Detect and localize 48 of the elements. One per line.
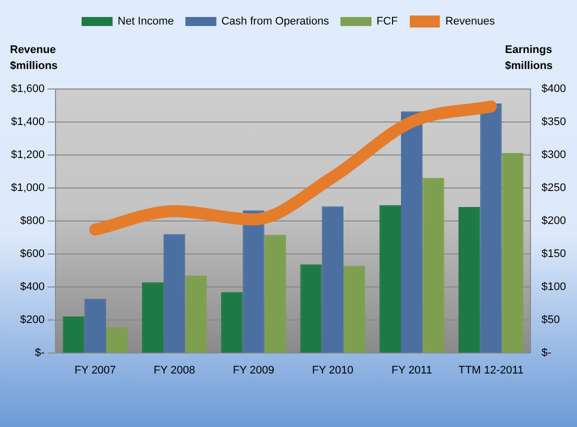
x-tick-label: FY 2008 xyxy=(154,364,196,376)
y2-axis-title: Earnings $millions xyxy=(505,43,554,74)
y2-tick-label: $100 xyxy=(542,280,566,293)
bar xyxy=(185,276,207,353)
y2-tick-label: $50 xyxy=(542,314,560,326)
y-tick-label: $400 xyxy=(20,280,45,293)
y-tick-label: $1,000 xyxy=(10,182,45,194)
y2-tick-label: $300 xyxy=(542,148,566,161)
bar xyxy=(62,316,84,353)
y2-tick-label: $- xyxy=(542,346,552,359)
bar xyxy=(400,111,423,353)
y2-tick-label: $250 xyxy=(542,182,566,194)
bar xyxy=(106,327,128,353)
y2-tick-label: $350 xyxy=(542,116,566,128)
x-tick-label: FY 2010 xyxy=(312,364,354,376)
bar xyxy=(84,298,106,353)
bar xyxy=(142,282,164,353)
x-tick-label: TTM 12-2011 xyxy=(458,364,524,376)
y-tick-label: $800 xyxy=(20,214,45,227)
bar xyxy=(300,264,322,353)
y-tick-label: $200 xyxy=(20,314,45,326)
bar xyxy=(502,152,524,353)
y2-tick-label: $150 xyxy=(542,248,566,260)
y-tick-label: $1,200 xyxy=(10,148,45,161)
bar xyxy=(264,234,286,353)
y-tick-label: $600 xyxy=(20,248,45,260)
bar xyxy=(458,207,480,353)
bar xyxy=(379,205,401,353)
x-tick-label: FY 2007 xyxy=(74,364,116,376)
y-tick-label: $1,600 xyxy=(10,83,45,96)
y-tick-label: $1,400 xyxy=(10,116,45,128)
x-tick-label: FY 2011 xyxy=(392,364,432,376)
bar xyxy=(164,234,186,353)
y-tick-label: $- xyxy=(34,346,45,359)
legend-label: Net Income xyxy=(118,16,174,28)
legend-label: Cash from Operations xyxy=(221,16,330,28)
bar xyxy=(422,178,444,353)
y2-tick-label: $400 xyxy=(542,83,566,96)
y-axis-title: Revenue $millions xyxy=(10,43,59,74)
y2-tick-label: $200 xyxy=(542,214,566,227)
legend-label: Revenues xyxy=(445,16,496,28)
bar xyxy=(221,292,243,353)
x-tick-label: FY 2009 xyxy=(232,364,274,376)
bar xyxy=(480,104,502,353)
bar xyxy=(242,210,264,353)
bar xyxy=(322,206,344,353)
legend-label: FCF xyxy=(376,16,398,28)
bar xyxy=(343,266,366,353)
